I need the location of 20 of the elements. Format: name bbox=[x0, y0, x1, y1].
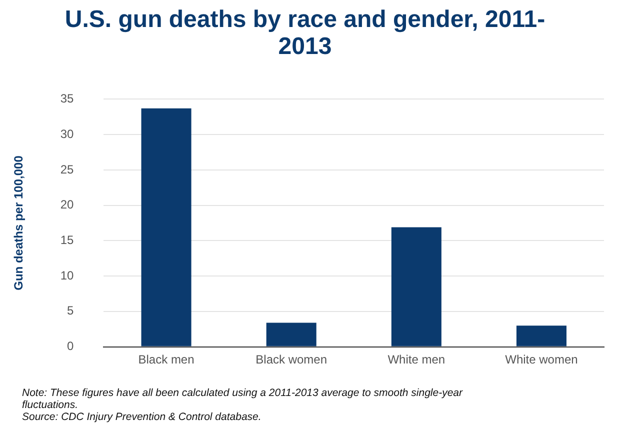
y-tick-label: 10 bbox=[60, 268, 74, 282]
bar bbox=[266, 322, 316, 346]
y-tick-label: 15 bbox=[60, 233, 74, 247]
x-tick-label: Black men bbox=[138, 352, 194, 366]
y-tick-label: 5 bbox=[67, 304, 74, 318]
y-tick-label: 25 bbox=[60, 162, 74, 176]
y-tick-label: 30 bbox=[60, 126, 74, 141]
source-note: Source: CDC Injury Prevention & Control database. bbox=[22, 411, 262, 423]
chart-title: U.S. gun deaths by race and gender, 2011-2013 bbox=[64, 6, 546, 60]
bar bbox=[141, 108, 192, 346]
bar bbox=[391, 227, 442, 346]
y-tick-label: 35 bbox=[60, 92, 74, 106]
bar bbox=[516, 326, 566, 346]
x-tick-label: Black women bbox=[256, 352, 328, 366]
x-tick-label: White women bbox=[505, 352, 578, 366]
y-tick-label: 0 bbox=[67, 339, 74, 354]
x-tick-label: White men bbox=[388, 352, 446, 366]
text: Note: These figures have all been calculated using a 2011-2013 average to smooth single-year fluctuations. bbox=[22, 387, 464, 411]
y-tick-label: 20 bbox=[60, 198, 74, 212]
y-axis-title: Gun deaths per 100,000 bbox=[12, 155, 26, 290]
